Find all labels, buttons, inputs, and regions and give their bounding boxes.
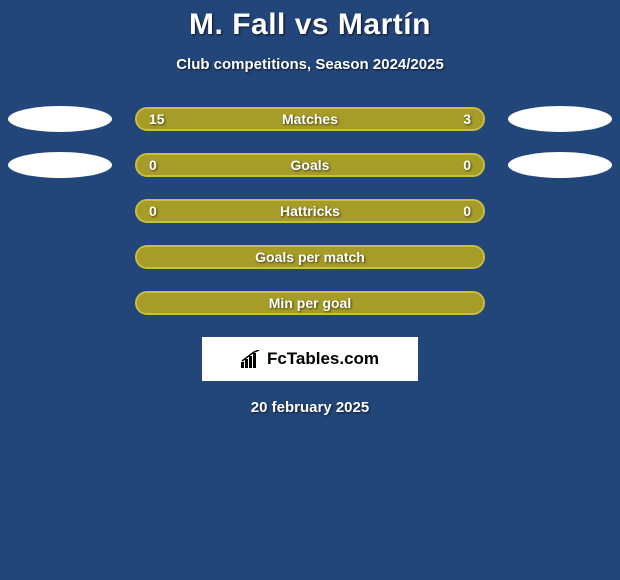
stat-row: 15 3 Matches: [0, 107, 620, 131]
stat-label: Matches: [282, 111, 338, 127]
stat-value-right: 0: [463, 203, 471, 219]
player-right-ellipse: [508, 152, 612, 178]
stat-bar: 15 3 Matches: [135, 107, 485, 131]
stat-rows: 15 3 Matches 0 0 Goals 0 0 Hattricks Goals per ma…: [0, 107, 620, 315]
stat-value-left: 15: [149, 111, 165, 127]
source-badge: FcTables.com: [202, 337, 418, 381]
player-left-ellipse: [8, 106, 112, 132]
stat-value-left: 0: [149, 157, 157, 173]
stat-bar: Min per goal: [135, 291, 485, 315]
stat-row: 0 0 Goals: [0, 153, 620, 177]
stat-bar: Goals per match: [135, 245, 485, 269]
stat-bar-left: [137, 109, 397, 129]
stat-value-right: 3: [463, 111, 471, 127]
stat-label: Goals per match: [255, 249, 365, 265]
stat-row: 0 0 Hattricks: [0, 199, 620, 223]
stat-label: Min per goal: [269, 295, 351, 311]
stat-label: Goals: [291, 157, 330, 173]
stat-label: Hattricks: [280, 203, 340, 219]
source-badge-text: FcTables.com: [267, 349, 379, 369]
stat-value-right: 0: [463, 157, 471, 173]
subtitle: Club competitions, Season 2024/2025: [0, 56, 620, 73]
stat-row: Min per goal: [0, 291, 620, 315]
stat-bar: 0 0 Hattricks: [135, 199, 485, 223]
player-right-ellipse: [508, 106, 612, 132]
bar-chart-icon: [241, 350, 261, 368]
player-left-ellipse: [8, 152, 112, 178]
stat-bar-left: [137, 155, 310, 175]
page-title: M. Fall vs Martín: [0, 0, 620, 42]
stat-bar-right: [310, 155, 483, 175]
stat-bar: 0 0 Goals: [135, 153, 485, 177]
stat-row: Goals per match: [0, 245, 620, 269]
comparison-infographic: M. Fall vs Martín Club competitions, Sea…: [0, 0, 620, 580]
date-label: 20 february 2025: [0, 399, 620, 416]
stat-value-left: 0: [149, 203, 157, 219]
